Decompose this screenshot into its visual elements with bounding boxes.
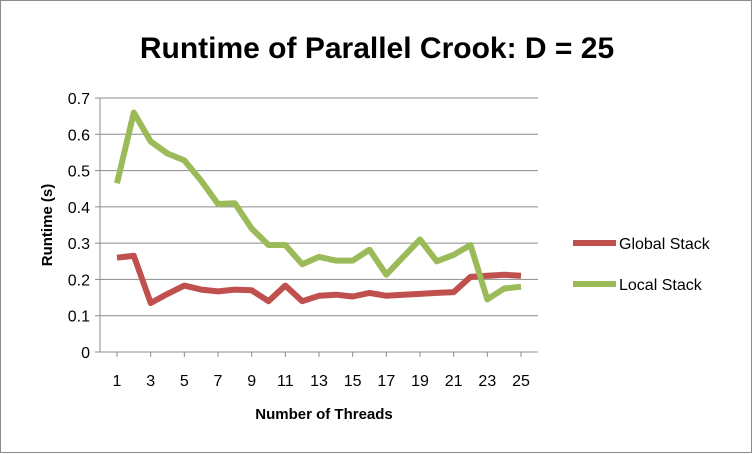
y-tick-label: 0.2	[68, 272, 90, 289]
legend: Global Stack Local Stack	[573, 236, 711, 294]
series-lines	[114, 109, 522, 306]
y-tick-label: 0.7	[68, 91, 90, 108]
chart-title: Runtime of Parallel Crook: D = 25	[140, 32, 614, 65]
x-tick-label: 21	[445, 373, 463, 390]
y-tick-label: 0	[81, 345, 90, 362]
y-axis-ticks: 0 0.1 0.2 0.3 0.4 0.5 0.6 0.7	[68, 91, 100, 362]
x-tick-label: 17	[377, 373, 395, 390]
y-tick-label: 0.6	[68, 127, 90, 144]
x-tick-label: 3	[146, 373, 155, 390]
x-axis-ticks: 1 3 5 7 9 11 13 15 17 19 21 23 25	[113, 352, 530, 390]
x-tick-label: 23	[478, 373, 496, 390]
legend-label-global-stack: Global Stack	[619, 236, 711, 253]
x-tick-label: 5	[180, 373, 189, 390]
legend-label-local-stack: Local Stack	[619, 277, 703, 294]
x-tick-label: 19	[411, 373, 429, 390]
x-tick-label: 9	[247, 373, 256, 390]
x-axis-title: Number of Threads	[255, 406, 393, 423]
x-tick-label: 1	[113, 373, 122, 390]
x-tick-label: 11	[277, 373, 294, 390]
axes	[99, 98, 538, 353]
x-tick-label: 15	[344, 373, 362, 390]
y-tick-label: 0.5	[68, 164, 90, 181]
y-axis-title: Runtime (s)	[39, 184, 56, 267]
y-tick-label: 0.4	[68, 200, 90, 217]
x-tick-label: 13	[310, 373, 328, 390]
x-tick-label: 7	[214, 373, 223, 390]
global-stack-line	[116, 252, 522, 306]
y-tick-label: 0.3	[68, 236, 90, 253]
x-tick-label: 25	[512, 373, 530, 390]
y-tick-label: 0.1	[68, 309, 90, 326]
local-stack-line	[114, 109, 522, 303]
gridlines	[100, 97, 538, 317]
